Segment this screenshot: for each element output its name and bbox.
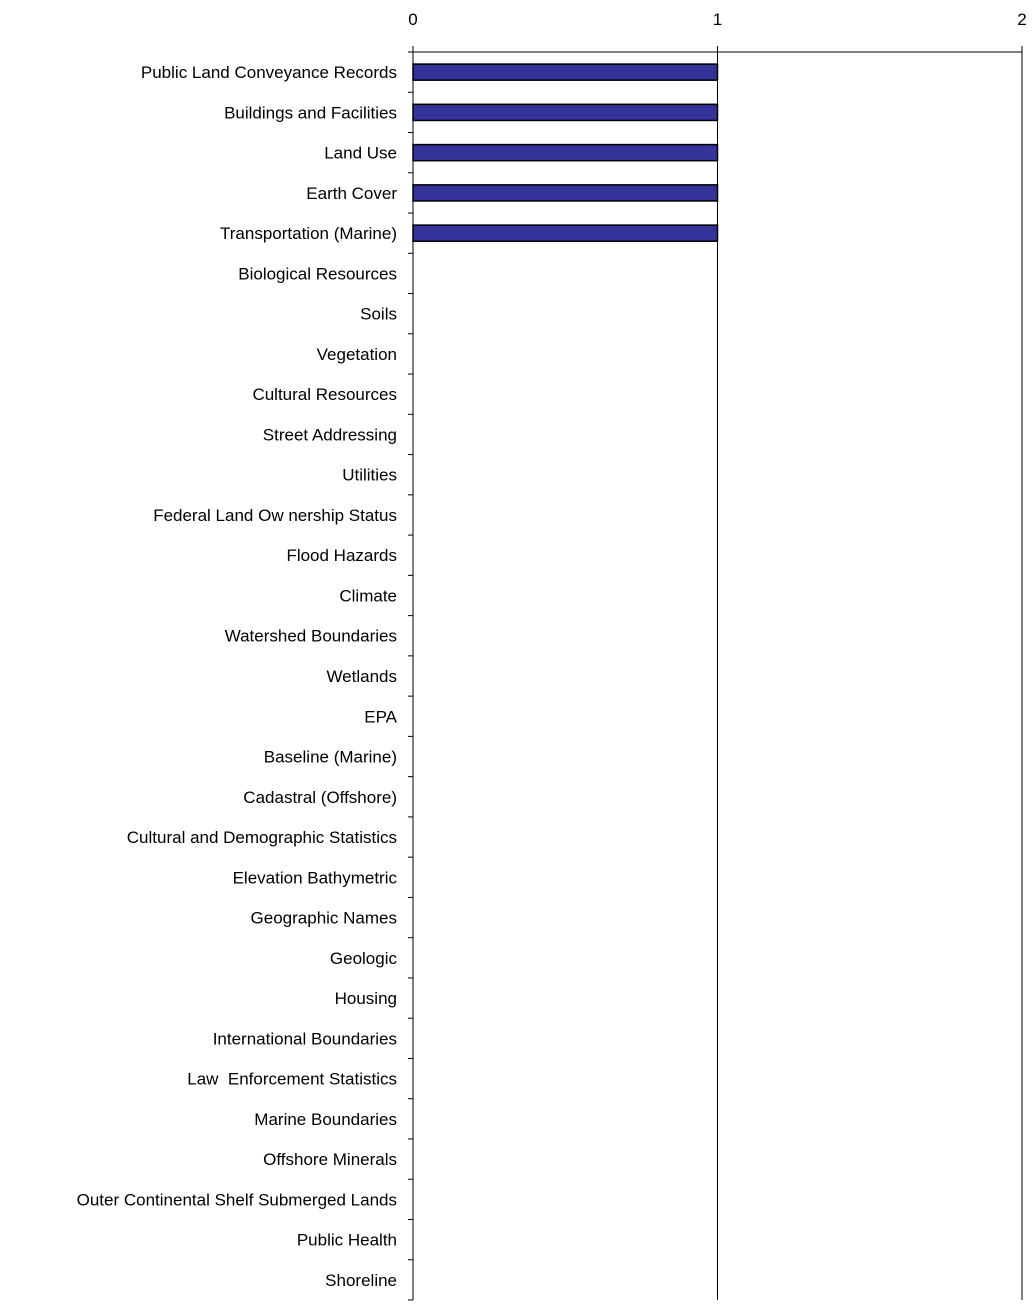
category-label: Outer Continental Shelf Submerged Lands bbox=[77, 1190, 397, 1209]
category-labels: Public Land Conveyance Records Buildings … bbox=[77, 63, 398, 1290]
category-label: Soils bbox=[360, 305, 397, 324]
x-tick-label: 1 bbox=[713, 10, 722, 29]
category-label: Wetlands bbox=[326, 667, 397, 686]
bar bbox=[413, 104, 718, 120]
tick-labels: 0 1 2 bbox=[408, 10, 1026, 29]
category-label: Shoreline bbox=[325, 1271, 397, 1290]
category-label: Earth Cover bbox=[306, 184, 397, 203]
category-label: Vegetation bbox=[317, 345, 397, 364]
x-tick-label: 2 bbox=[1017, 10, 1026, 29]
category-label: Public Health bbox=[297, 1231, 397, 1250]
category-label: Geographic Names bbox=[251, 909, 397, 928]
bar bbox=[413, 64, 718, 80]
category-label: Land Use bbox=[324, 144, 397, 163]
category-label: Law Enforcement Statistics bbox=[187, 1070, 397, 1089]
category-label: Cadastral (Offshore) bbox=[243, 788, 397, 807]
category-label: Utilities bbox=[342, 466, 397, 485]
bar bbox=[413, 185, 718, 201]
bar bbox=[413, 225, 718, 241]
category-label: Public Land Conveyance Records bbox=[141, 63, 397, 82]
category-label: Offshore Minerals bbox=[263, 1150, 397, 1169]
x-tick-label: 0 bbox=[408, 10, 417, 29]
gridlines bbox=[718, 52, 1023, 1300]
category-label: Marine Boundaries bbox=[254, 1110, 397, 1129]
category-label: Street Addressing bbox=[263, 425, 397, 444]
category-label: Geologic bbox=[330, 949, 398, 968]
category-label: Housing bbox=[335, 989, 397, 1008]
category-label: Climate bbox=[339, 586, 397, 605]
category-label: Watershed Boundaries bbox=[225, 627, 397, 646]
category-label: EPA bbox=[364, 707, 397, 726]
category-label: International Boundaries bbox=[213, 1029, 397, 1048]
category-label: Flood Hazards bbox=[286, 546, 397, 565]
category-label: Baseline (Marine) bbox=[264, 748, 397, 767]
category-label: Federal Land Ow nership Status bbox=[153, 506, 397, 525]
category-label: Cultural and Demographic Statistics bbox=[127, 828, 397, 847]
category-label: Transportation (Marine) bbox=[220, 224, 397, 243]
category-label: Biological Resources bbox=[238, 264, 397, 283]
category-label: Elevation Bathymetric bbox=[233, 868, 398, 887]
bar bbox=[413, 145, 718, 161]
category-label: Buildings and Facilities bbox=[224, 103, 397, 122]
category-label: Cultural Resources bbox=[252, 385, 397, 404]
bars bbox=[413, 64, 718, 241]
